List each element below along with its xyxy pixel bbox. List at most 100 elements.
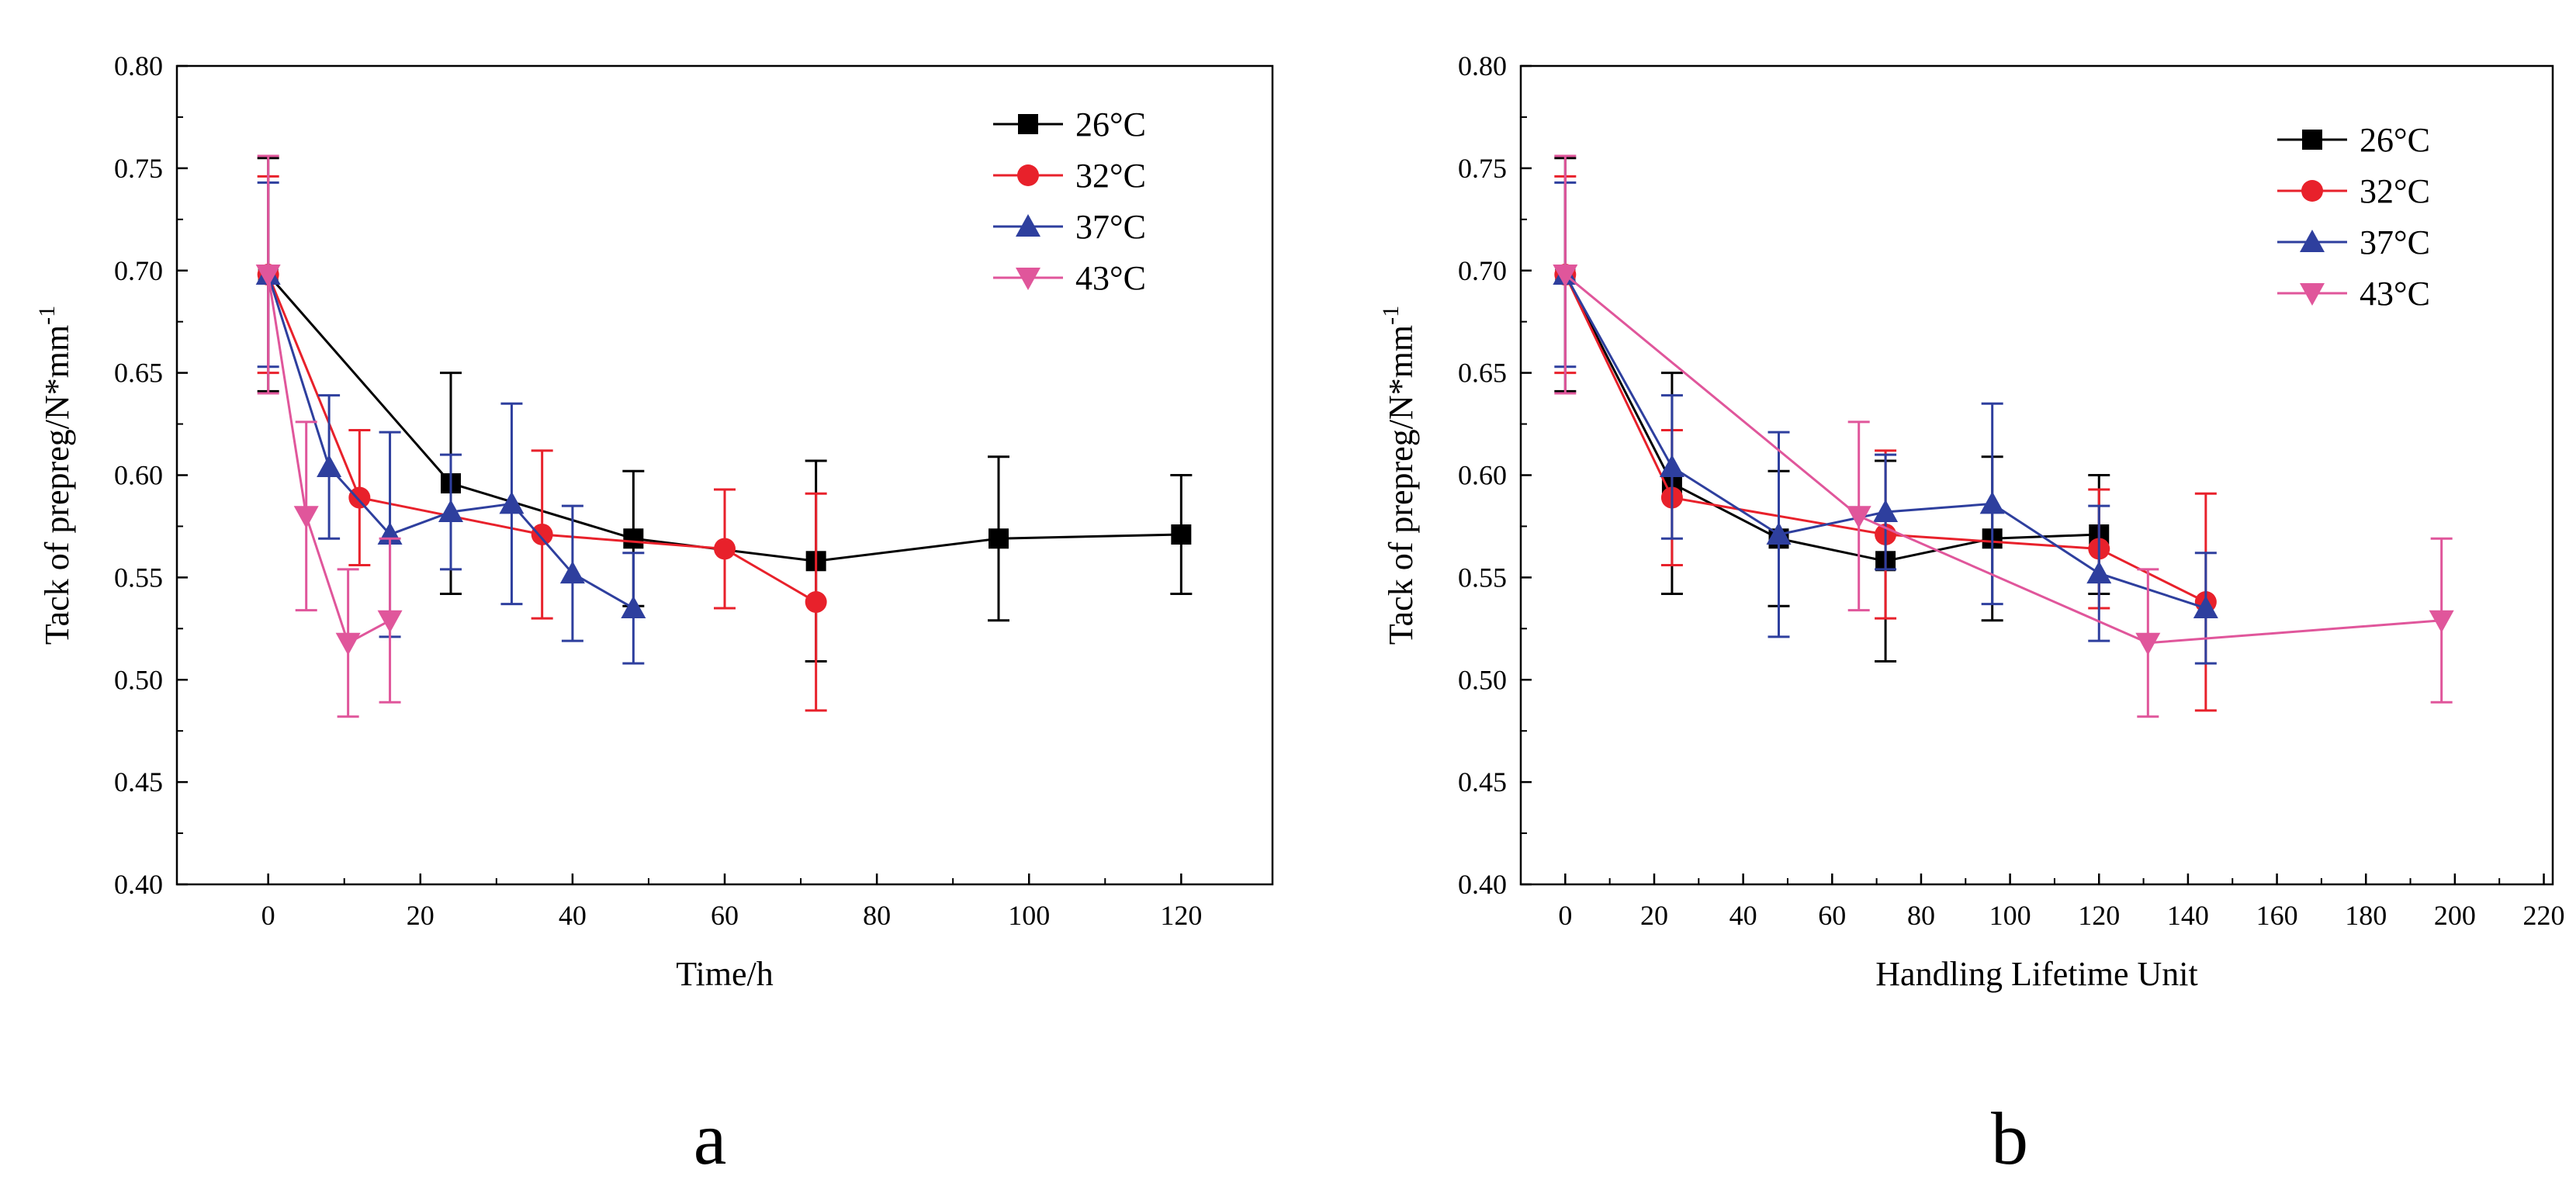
- chart-panel-a: 0.40 0.45 0.50 0.55 0.60 0.65 0.70 0.75 0.80 0 20 4…: [34, 50, 1274, 1180]
- legend: 26°C 32°C 37°C 43°C: [2277, 121, 2430, 313]
- data-point: [621, 595, 646, 618]
- series-2: [1553, 181, 2218, 665]
- data-point: [531, 523, 553, 545]
- y-tick-label: 0.70: [114, 255, 163, 286]
- data-point: [377, 610, 403, 633]
- data-point: [2135, 632, 2161, 656]
- y-tick-label: 0.40: [1458, 869, 1507, 900]
- data-point: [623, 528, 644, 549]
- legend-label: 37°C: [1075, 208, 1146, 246]
- y-tick-label: 0.70: [1458, 255, 1507, 286]
- legend-marker: [2300, 230, 2325, 252]
- data-point: [805, 591, 827, 614]
- x-tick-label: 140: [2167, 900, 2209, 931]
- data-point: [2086, 561, 2112, 584]
- y-tick-label: 0.55: [114, 562, 163, 593]
- legend-label: 26°C: [1075, 106, 1146, 144]
- data-point: [499, 491, 525, 514]
- legend-label: 43°C: [1075, 259, 1146, 297]
- y-axis-label-superscript: -1: [34, 306, 60, 325]
- x-tick-label: 40: [1729, 900, 1757, 931]
- data-point: [1171, 524, 1192, 545]
- data-point: [1873, 499, 1899, 522]
- y-tick-label: 0.75: [1458, 153, 1507, 184]
- data-point: [335, 632, 361, 656]
- data-point: [317, 454, 342, 477]
- series-3: [255, 154, 403, 718]
- y-axis-label-text: Tack of prepreg/N*mm: [1382, 325, 1420, 645]
- x-tick-label: 180: [2345, 900, 2387, 931]
- x-tick-label: 80: [1907, 900, 1935, 931]
- y-tick-label: 0.75: [114, 153, 163, 184]
- y-tick-label: 0.65: [114, 358, 163, 389]
- series-line: [267, 274, 391, 645]
- legend-marker: [1016, 268, 1040, 290]
- data-point: [559, 561, 585, 584]
- y-axis-label-text: Tack of prepreg/N*mm: [38, 325, 76, 645]
- y-tick-label: 0.50: [114, 664, 163, 695]
- x-tick-label: 60: [711, 900, 739, 931]
- x-tick-label: 20: [1640, 900, 1668, 931]
- data-point: [1659, 454, 1684, 477]
- panel-letter: a: [694, 1097, 727, 1180]
- data-point: [2193, 595, 2218, 618]
- legend-label: 37°C: [2360, 223, 2430, 261]
- y-tick-label: 0.80: [1458, 50, 1507, 81]
- legend-label: 32°C: [1075, 157, 1146, 195]
- x-tick-label: 0: [261, 900, 275, 931]
- legend: 26°C 32°C 37°C 43°C: [993, 106, 1146, 297]
- x-tick-label: 20: [407, 900, 435, 931]
- y-axis-label-superscript: -1: [1378, 306, 1404, 325]
- y-tick-label: 0.65: [1458, 358, 1507, 389]
- legend-marker: [1018, 114, 1038, 134]
- x-axis-label: Time/h: [676, 955, 774, 993]
- legend-marker: [2302, 130, 2322, 150]
- y-tick-label: 0.45: [1458, 766, 1507, 797]
- data-point: [989, 528, 1009, 549]
- legend-marker: [2300, 283, 2325, 306]
- y-tick-label: 0.60: [1458, 460, 1507, 491]
- data-point: [293, 506, 319, 529]
- legend-marker: [1017, 164, 1039, 186]
- x-tick-label: 220: [2523, 900, 2565, 931]
- legend-label: 43°C: [2360, 275, 2430, 313]
- y-tick-label: 0.60: [114, 460, 163, 491]
- y-tick-label: 0.40: [114, 869, 163, 900]
- data-point: [1553, 265, 1578, 288]
- series-0: [1554, 157, 2110, 663]
- x-tick-label: 160: [2256, 900, 2298, 931]
- x-tick-label: 100: [1008, 900, 1050, 931]
- data-point: [1979, 491, 2005, 514]
- legend-marker: [2301, 180, 2323, 202]
- y-tick-label: 0.45: [114, 766, 163, 797]
- x-tick-label: 100: [1989, 900, 2031, 931]
- y-tick-label: 0.80: [114, 50, 163, 81]
- x-axis-label: Handling Lifetime Unit: [1875, 955, 2197, 993]
- x-tick-label: 60: [1818, 900, 1846, 931]
- data-point: [714, 538, 736, 560]
- y-axis-label: Tack of prepreg/N*mm-1: [34, 306, 76, 645]
- x-tick-label: 40: [559, 900, 587, 931]
- chart-panel-b: 0.40 0.45 0.50 0.55 0.60 0.65 0.70 0.75 0.80 0 20 4…: [1378, 50, 2565, 1180]
- series-line: [1564, 273, 2442, 645]
- legend-marker: [1016, 214, 1040, 237]
- data-point: [348, 486, 371, 509]
- data-point: [1766, 521, 1792, 545]
- x-tick-label: 0: [1558, 900, 1572, 931]
- legend-label: 26°C: [2360, 121, 2430, 159]
- data-point: [438, 499, 463, 522]
- x-tick-label: 120: [2078, 900, 2120, 931]
- data-point: [255, 265, 281, 288]
- legend-label: 32°C: [2360, 172, 2430, 210]
- series-line: [1563, 274, 2100, 562]
- y-tick-label: 0.55: [1458, 562, 1507, 593]
- x-tick-label: 80: [863, 900, 891, 931]
- series-3: [1553, 154, 2454, 718]
- data-point: [2429, 610, 2454, 633]
- y-axis-label: Tack of prepreg/N*mm-1: [1378, 306, 1420, 645]
- data-point: [1846, 506, 1871, 529]
- x-tick-label: 120: [1160, 900, 1202, 931]
- y-tick-label: 0.50: [1458, 664, 1507, 695]
